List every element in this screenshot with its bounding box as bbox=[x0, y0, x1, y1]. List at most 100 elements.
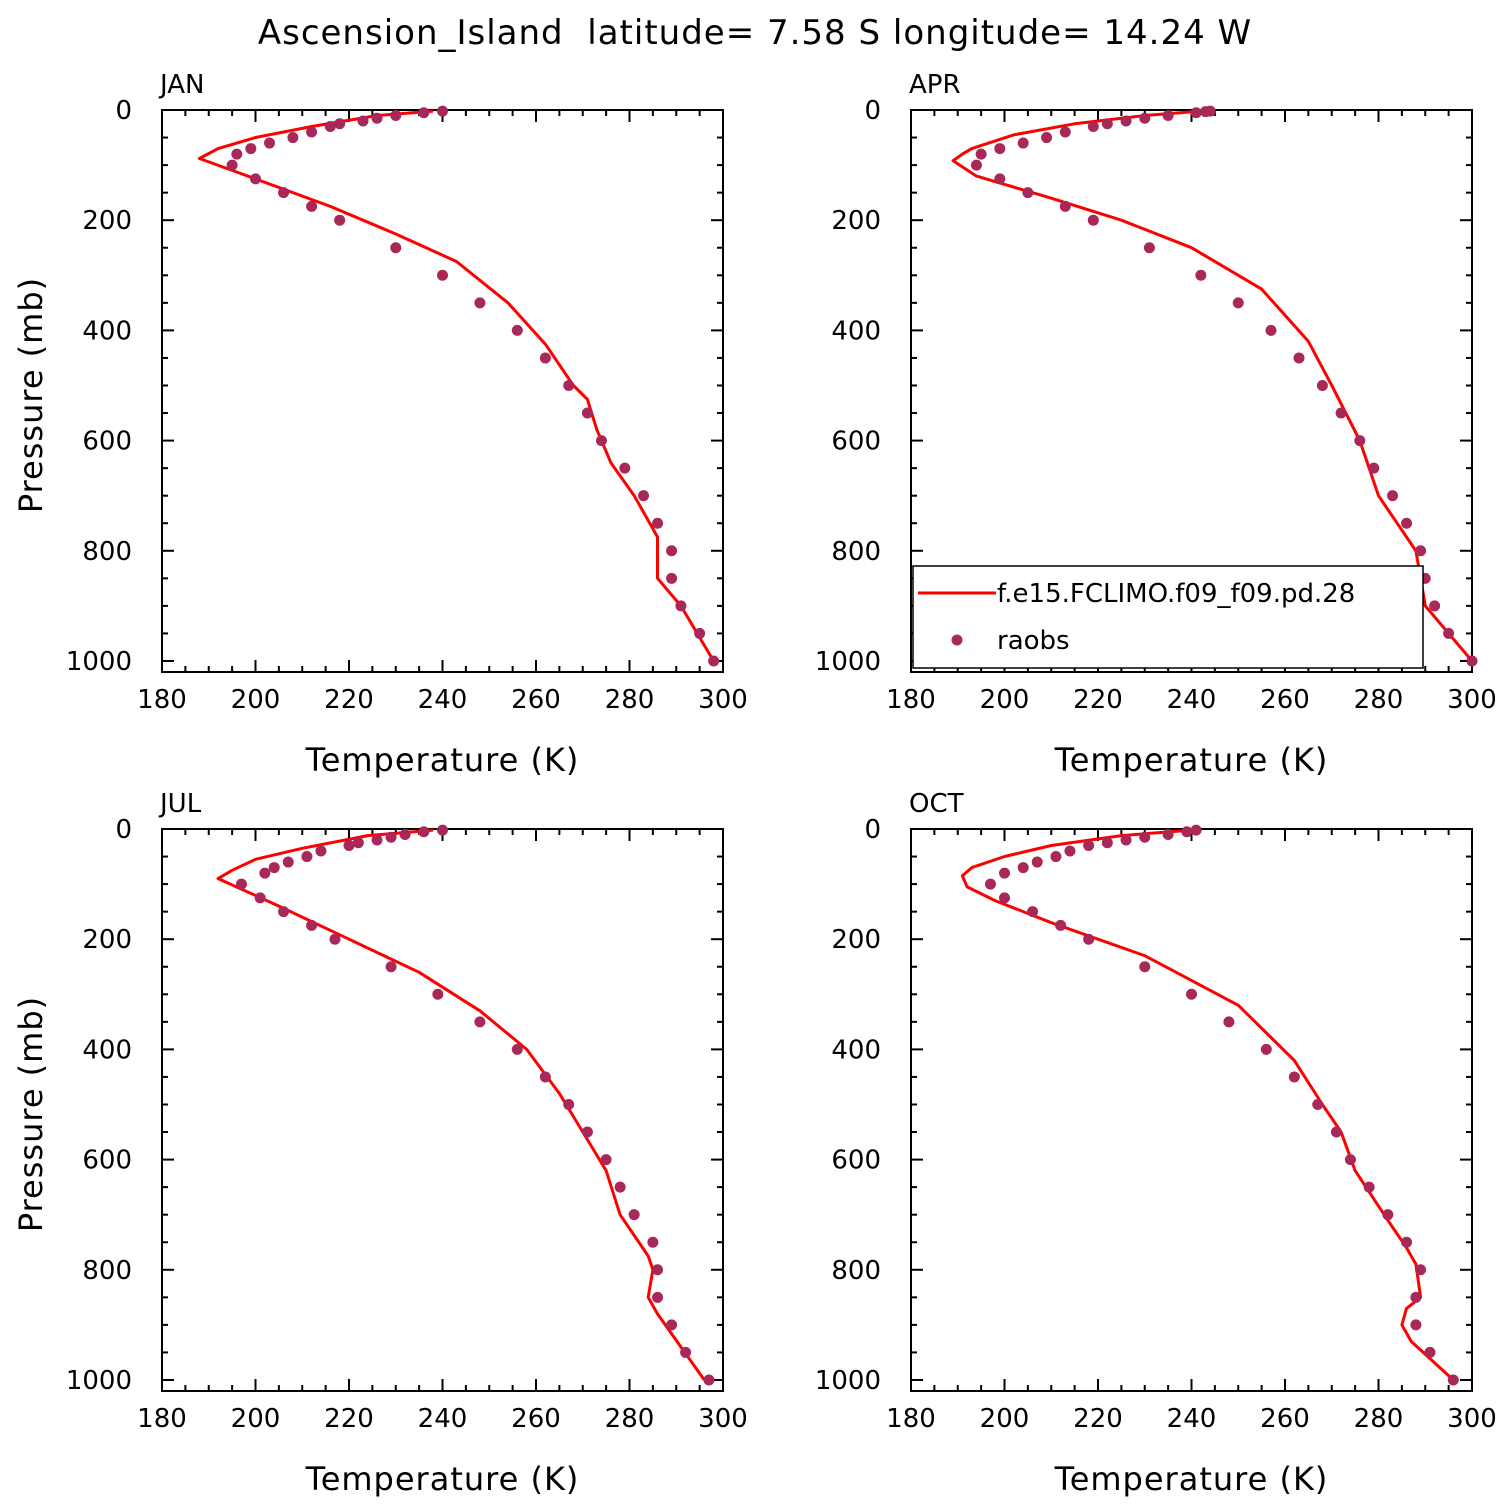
x-tick-label: 180 bbox=[886, 685, 936, 715]
x-tick-label: 240 bbox=[418, 685, 468, 715]
x-axis-title: Temperature (K) bbox=[1054, 741, 1329, 779]
y-tick-label: 1000 bbox=[815, 1366, 881, 1396]
x-tick-label: 200 bbox=[231, 685, 281, 715]
y-tick-label: 600 bbox=[831, 1146, 881, 1176]
raobs-point bbox=[1101, 118, 1113, 130]
panels: 180 200 220 240 260 280 300 0 200 400 600 800 1000 JA… bbox=[12, 70, 1497, 1498]
raobs-point bbox=[306, 126, 318, 138]
y-tick-label: 1000 bbox=[66, 647, 132, 677]
raobs-point bbox=[268, 862, 280, 874]
raobs-point bbox=[231, 148, 243, 160]
raobs-point bbox=[1139, 961, 1151, 973]
x-axis-title: Temperature (K) bbox=[1054, 1460, 1329, 1498]
raobs-point bbox=[1466, 655, 1478, 667]
raobs-point bbox=[250, 173, 261, 185]
raobs-point bbox=[563, 1098, 575, 1110]
raobs-point bbox=[1087, 121, 1099, 133]
raobs-point bbox=[1382, 1209, 1394, 1221]
raobs-point bbox=[1232, 297, 1244, 309]
y-tick-label: 800 bbox=[82, 1256, 132, 1286]
y-tick-label: 1000 bbox=[66, 1366, 132, 1396]
x-tick-label: 200 bbox=[980, 1404, 1030, 1434]
x-tick-label: 280 bbox=[605, 685, 655, 715]
x-tick-label: 280 bbox=[1354, 1404, 1404, 1434]
raobs-point bbox=[334, 118, 346, 130]
raobs-point bbox=[1087, 214, 1099, 226]
raobs-point bbox=[1031, 856, 1043, 868]
raobs-point bbox=[418, 826, 430, 838]
raobs-point bbox=[994, 173, 1006, 185]
raobs-point bbox=[1354, 435, 1366, 447]
raobs-point bbox=[1195, 269, 1207, 281]
raobs-point bbox=[539, 352, 551, 364]
raobs-point bbox=[235, 878, 247, 890]
x-tick-label: 240 bbox=[1167, 685, 1217, 715]
raobs-point bbox=[278, 187, 290, 199]
y-tick-label: 800 bbox=[831, 1256, 881, 1286]
series-line-model bbox=[216, 828, 706, 1381]
raobs-point bbox=[1335, 407, 1347, 419]
raobs-point bbox=[563, 379, 575, 391]
y-tick-label: 0 bbox=[864, 815, 881, 845]
raobs-point bbox=[970, 159, 982, 171]
raobs-point bbox=[1265, 324, 1277, 336]
legend-box bbox=[912, 565, 1424, 669]
raobs-point bbox=[1200, 106, 1212, 118]
raobs-point bbox=[278, 906, 290, 918]
x-tick-label: 280 bbox=[605, 1404, 655, 1434]
series-line-model bbox=[197, 109, 715, 662]
raobs-point bbox=[703, 1374, 715, 1386]
raobs-point bbox=[1330, 1126, 1342, 1138]
raobs-point bbox=[581, 407, 593, 419]
x-tick-label: 300 bbox=[698, 1404, 748, 1434]
x-tick-label: 200 bbox=[980, 685, 1030, 715]
legend-marker-swatch bbox=[951, 634, 963, 646]
panel-title: JAN bbox=[158, 70, 204, 100]
raobs-point bbox=[1064, 845, 1076, 857]
raobs-point bbox=[1055, 919, 1067, 931]
raobs-point bbox=[975, 148, 987, 160]
raobs-point bbox=[1162, 829, 1174, 841]
raobs-point bbox=[984, 878, 996, 890]
y-tick-label: 800 bbox=[831, 537, 881, 567]
raobs-point bbox=[1162, 110, 1174, 122]
raobs-point bbox=[1017, 137, 1029, 149]
raobs-point bbox=[390, 242, 402, 254]
x-tick-label: 220 bbox=[324, 1404, 374, 1434]
series-line-model bbox=[951, 109, 1474, 662]
raobs-point bbox=[1027, 906, 1039, 918]
x-axis-title: Temperature (K) bbox=[305, 1460, 580, 1498]
plot-frame bbox=[910, 828, 1473, 1392]
raobs-point bbox=[1410, 1319, 1422, 1331]
raobs-point bbox=[334, 214, 346, 226]
y-tick-label: 1000 bbox=[815, 647, 881, 677]
raobs-point bbox=[680, 1346, 692, 1358]
raobs-point bbox=[1368, 462, 1380, 474]
raobs-point bbox=[666, 1319, 678, 1331]
raobs-point bbox=[1415, 545, 1427, 557]
x-tick-label: 220 bbox=[324, 685, 374, 715]
raobs-point bbox=[1139, 112, 1151, 124]
raobs-point bbox=[352, 837, 364, 849]
raobs-point bbox=[511, 324, 523, 336]
x-tick-label: 260 bbox=[511, 1404, 561, 1434]
raobs-point bbox=[1293, 352, 1305, 364]
panel-title: JUL bbox=[158, 789, 202, 819]
raobs-point bbox=[666, 545, 678, 557]
plot-frame bbox=[161, 828, 724, 1392]
panel-jul: 180 200 220 240 260 280 300 0 200 400 600 800 1000 JU… bbox=[12, 789, 748, 1498]
legend-label-model: f.e15.FCLIMO.f09_f09.pd.28 bbox=[997, 579, 1355, 609]
raobs-point bbox=[614, 1181, 626, 1193]
raobs-point bbox=[595, 435, 607, 447]
raobs-point bbox=[1143, 242, 1155, 254]
raobs-point bbox=[1083, 933, 1095, 945]
y-tick-label: 400 bbox=[82, 316, 132, 346]
raobs-point bbox=[1083, 840, 1095, 852]
x-tick-label: 280 bbox=[1354, 685, 1404, 715]
raobs-point bbox=[357, 115, 369, 127]
raobs-point bbox=[1387, 490, 1399, 502]
raobs-point bbox=[1363, 1181, 1375, 1193]
raobs-point bbox=[539, 1071, 551, 1083]
raobs-point bbox=[390, 110, 402, 122]
panel-apr: 180 200 220 240 260 280 300 0 200 400 600 800 1000 AP… bbox=[815, 70, 1497, 779]
